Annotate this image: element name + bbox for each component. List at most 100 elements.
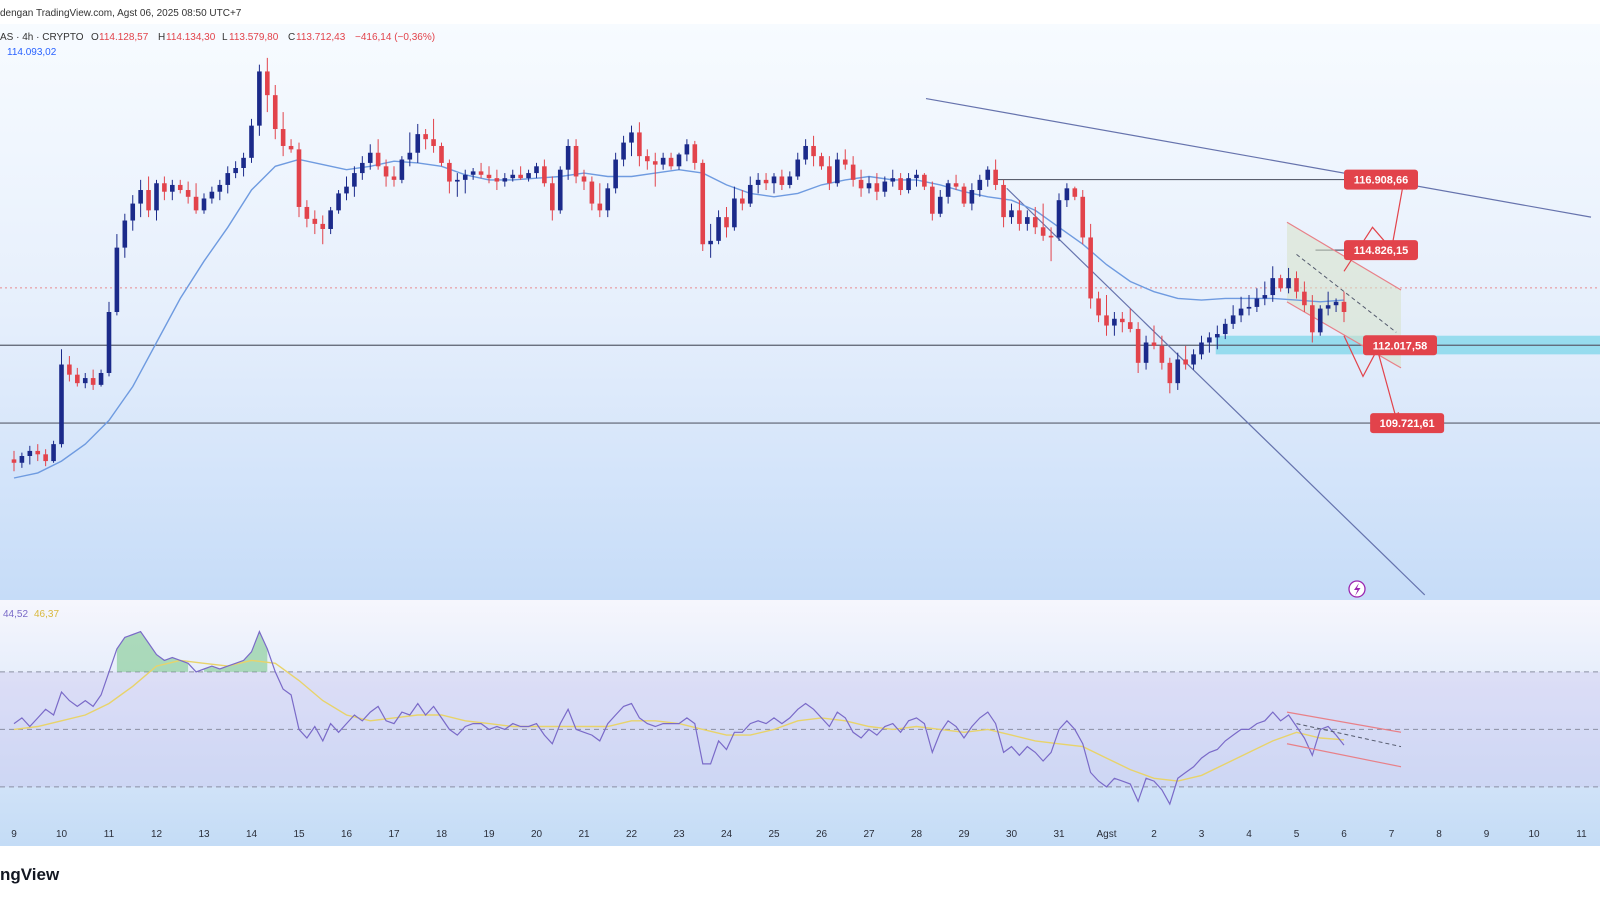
- x-tick-label: 11: [104, 829, 115, 840]
- candle-up: [344, 176, 349, 201]
- candle-body: [1215, 334, 1220, 338]
- x-tick-label: 9: [1484, 829, 1490, 840]
- candle-down: [550, 176, 555, 221]
- candle-up: [502, 173, 508, 187]
- candle-up: [866, 176, 872, 194]
- candle-body: [740, 198, 745, 204]
- candle-body: [597, 203, 603, 211]
- candle-body: [170, 184, 175, 192]
- candle-down: [375, 139, 381, 170]
- candle-down: [1135, 322, 1141, 373]
- candle-body: [613, 159, 618, 189]
- candle-up: [225, 166, 231, 194]
- lightning-icon[interactable]: [1348, 580, 1366, 598]
- candle-down: [953, 174, 959, 191]
- candle-down: [423, 129, 428, 150]
- candle-up: [708, 223, 713, 258]
- candle-body: [146, 190, 151, 211]
- candle-body: [486, 174, 492, 179]
- candle-body: [700, 162, 706, 245]
- candle-down: [447, 159, 452, 194]
- candle-body: [605, 188, 611, 211]
- open-value: 114.128,57: [99, 32, 149, 43]
- candle-up: [19, 452, 25, 468]
- candle-body: [328, 210, 333, 229]
- rsi-overbought-fill: [116, 631, 189, 672]
- candle-body: [1254, 298, 1260, 307]
- candle-up: [937, 190, 943, 218]
- candle-body: [1199, 342, 1204, 355]
- candle-up: [328, 206, 333, 235]
- candle-down: [439, 142, 444, 167]
- scenario-down-arrow: [1343, 335, 1396, 419]
- candle-body: [1286, 278, 1291, 289]
- candle-up: [82, 372, 88, 389]
- candle-down: [724, 206, 729, 238]
- candle-up: [565, 139, 571, 180]
- x-tick-label: 9: [11, 829, 17, 840]
- candle-body: [415, 134, 421, 153]
- price-label-text: 116.908,66: [1354, 175, 1408, 187]
- candle-body: [447, 162, 452, 182]
- x-tick-label: 26: [816, 829, 828, 840]
- rsi-overbought-fill: [204, 631, 268, 672]
- candle-down: [494, 169, 500, 191]
- candle-down: [296, 142, 302, 218]
- candle-body: [280, 129, 286, 146]
- x-tick-label: 2: [1151, 829, 1157, 840]
- candle-body: [1333, 301, 1339, 306]
- price-label-text: 109.721,61: [1380, 418, 1435, 430]
- price-label: 109.721,61: [1370, 413, 1445, 434]
- candle-body: [1056, 200, 1062, 238]
- candle-body: [969, 190, 975, 204]
- candle-down: [961, 183, 967, 207]
- candle-down: [1001, 179, 1006, 228]
- candle-body: [565, 145, 571, 170]
- candle-body: [542, 166, 547, 184]
- candle-up: [114, 234, 120, 316]
- candle-body: [383, 166, 389, 177]
- candle-body: [755, 179, 761, 185]
- candle-down: [1032, 206, 1038, 235]
- x-tick-label: 12: [151, 829, 163, 840]
- candle-up: [470, 168, 476, 180]
- x-tick-label: 25: [768, 829, 780, 840]
- candle-up: [1064, 183, 1070, 207]
- candle-body: [59, 364, 64, 445]
- candle-down: [272, 84, 278, 140]
- x-tick-label: 22: [626, 829, 638, 840]
- candle-up: [138, 179, 143, 218]
- candle-body: [225, 173, 231, 185]
- open-key: O: [91, 32, 99, 43]
- candle-up: [241, 152, 246, 177]
- candle-body: [1262, 295, 1268, 299]
- candle-body: [1310, 305, 1315, 333]
- candle-body: [668, 157, 674, 167]
- candle-body: [296, 149, 302, 207]
- candle-down: [11, 450, 17, 472]
- candle-body: [320, 223, 326, 229]
- candle-down: [1017, 200, 1022, 231]
- candle-body: [455, 179, 460, 182]
- candle-down: [763, 173, 769, 191]
- candle-body: [82, 378, 88, 384]
- candle-body: [360, 162, 365, 174]
- candle-up: [1025, 210, 1030, 231]
- candle-body: [937, 196, 943, 214]
- candle-body: [1151, 342, 1157, 346]
- candle-body: [233, 168, 238, 174]
- candle-body: [35, 450, 41, 455]
- candle-down: [486, 166, 492, 184]
- candle-up: [510, 169, 516, 182]
- candle-down: [779, 169, 785, 191]
- channel-mid-line: [1296, 254, 1397, 333]
- candle-body: [130, 203, 136, 221]
- candle-up: [1230, 305, 1236, 329]
- candle-up: [716, 210, 721, 245]
- candle-body: [1096, 298, 1101, 316]
- candle-body: [1040, 227, 1046, 236]
- candle-body: [645, 156, 650, 162]
- candle-up: [795, 152, 801, 180]
- candle-down: [652, 152, 658, 187]
- x-tick-label: 21: [578, 829, 590, 840]
